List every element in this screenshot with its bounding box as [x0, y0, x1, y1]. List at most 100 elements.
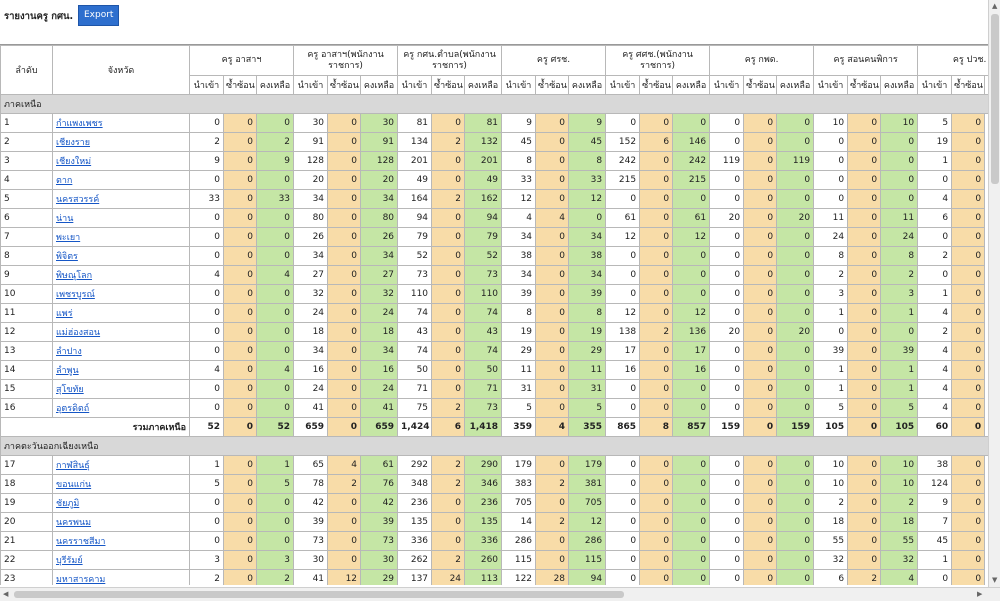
value-cell: 76 — [360, 474, 399, 494]
value-cell: 24 — [360, 303, 399, 323]
value-cell: 0 — [847, 322, 882, 342]
province-link[interactable]: ลำปาง — [56, 347, 82, 357]
value-cell: 124 — [917, 474, 953, 494]
scroll-down-arrow-icon[interactable]: ▼ — [992, 576, 998, 584]
value-cell: 27 — [293, 265, 329, 285]
value-cell: 0 — [223, 531, 257, 551]
province-cell: ขอนแก่น — [52, 474, 190, 494]
value-cell: 179 — [568, 455, 607, 475]
value-cell: 31 — [501, 379, 537, 399]
region-total-label: รวมภาคเหนือ — [0, 417, 190, 437]
value-cell: 0 — [189, 398, 224, 418]
value-cell: 8 — [501, 151, 537, 171]
value-cell: 0 — [672, 265, 711, 285]
value-cell: 0 — [223, 550, 257, 570]
value-cell: 0 — [813, 322, 849, 342]
province-link[interactable]: ตาก — [56, 176, 73, 186]
value-cell: 38 — [917, 455, 953, 475]
value-cell: 20 — [709, 322, 745, 342]
value-cell: 1 — [880, 303, 919, 323]
province-link[interactable]: มหาสารคาม — [56, 575, 106, 585]
province-link[interactable]: พิษณุโลก — [56, 271, 93, 281]
value-cell: 132 — [464, 132, 503, 152]
subheader-duplicate: ซ้ำซ้อน — [847, 75, 882, 95]
vertical-scrollbar[interactable]: ▲ ▼ — [988, 0, 1000, 587]
table-row: 9 พิษณุโลก 4 0 4 27 0 27 73 0 73 34 0 34 0 0 0 0 0 0 2 0 2 0 0 — [0, 265, 989, 285]
province-link[interactable]: บุรีรัมย์ — [56, 556, 83, 566]
province-link[interactable]: เชียงใหม่ — [56, 157, 92, 167]
value-cell: 0 — [709, 189, 745, 209]
value-cell: 110 — [464, 284, 503, 304]
value-cell: 8 — [501, 303, 537, 323]
value-cell: 33 — [189, 189, 224, 209]
value-cell: 0 — [951, 113, 986, 133]
horizontal-scroll-thumb[interactable] — [14, 591, 624, 598]
value-cell: 52 — [464, 246, 503, 266]
value-cell: 34 — [293, 341, 329, 361]
table-row: 5 นครสวรรค์ 33 0 33 34 0 34 164 2 162 12 0 12 0 0 0 0 0 0 0 0… — [0, 189, 989, 209]
value-cell: 0 — [605, 398, 641, 418]
scroll-right-arrow-icon[interactable]: ▶ — [977, 590, 983, 598]
value-cell: 33 — [255, 189, 295, 209]
province-link[interactable]: น่าน — [56, 214, 74, 224]
value-cell: 55 — [813, 531, 849, 551]
value-cell: 0 — [189, 531, 224, 551]
value-cell: 41 — [293, 569, 329, 585]
teacher-report-table: ลำดับ จังหวัด ครู อาสาฯ ครู อาสาฯ(พนักงา… — [0, 45, 988, 585]
value-cell: 0 — [847, 208, 882, 228]
province-link[interactable]: เพชรบูรณ์ — [56, 290, 95, 300]
province-link[interactable]: ชัยภูมิ — [56, 499, 80, 509]
province-link[interactable]: ขอนแก่น — [56, 480, 92, 490]
region-name: ภาคเหนือ — [0, 94, 988, 114]
province-link[interactable]: สุโขทัย — [56, 385, 84, 395]
value-cell: 0 — [709, 360, 745, 380]
province-link[interactable]: กำแพงเพชร — [56, 119, 103, 129]
province-link[interactable]: เชียงราย — [56, 138, 91, 148]
value-cell: 242 — [605, 151, 641, 171]
value-cell: 292 — [397, 455, 433, 475]
value-cell: 32 — [813, 550, 849, 570]
value-cell: 39 — [501, 284, 537, 304]
value-cell: 81 — [464, 113, 503, 133]
value-cell: 1 — [880, 360, 919, 380]
province-link[interactable]: แพร่ — [56, 309, 73, 319]
province-link[interactable]: นครราชสีมา — [56, 537, 106, 547]
value-cell: 0 — [743, 189, 778, 209]
value-cell: 0 — [776, 531, 815, 551]
value-cell: 27 — [360, 265, 399, 285]
province-link[interactable]: นครสวรรค์ — [56, 195, 100, 205]
value-cell: 1 — [255, 455, 295, 475]
horizontal-scrollbar[interactable]: ◀ ▶ — [0, 587, 1000, 601]
province-link[interactable]: นครพนม — [56, 518, 92, 528]
subheader-remaining: คงเหลือ — [776, 75, 815, 95]
value-cell: 128 — [360, 151, 399, 171]
value-cell: 0 — [847, 246, 882, 266]
province-link[interactable]: อุตรดิตถ์ — [56, 404, 90, 414]
value-cell: 0 — [189, 113, 224, 133]
value-cell: 0 — [255, 531, 295, 551]
province-link[interactable]: พะเยา — [56, 233, 81, 243]
export-button[interactable]: Export — [78, 5, 120, 26]
value-cell: 4 — [917, 360, 953, 380]
scroll-left-arrow-icon[interactable]: ◀ — [3, 590, 9, 598]
province-cell: น่าน — [52, 208, 190, 228]
row-number: 23 — [0, 569, 53, 585]
province-link[interactable]: ลำพูน — [56, 366, 79, 376]
value-cell: 32 — [880, 550, 919, 570]
province-link[interactable]: แม่ฮ่องสอน — [56, 328, 101, 338]
value-cell: 12 — [672, 227, 711, 247]
value-cell: 91 — [360, 132, 399, 152]
value-cell: 0 — [223, 360, 257, 380]
value-cell: 61 — [360, 455, 399, 475]
value-cell: 18 — [360, 322, 399, 342]
province-link[interactable]: กาฬสินธุ์ — [56, 461, 90, 471]
value-cell: 0 — [255, 398, 295, 418]
province-link[interactable]: พิจิตร — [56, 252, 78, 262]
value-cell: 1 — [813, 360, 849, 380]
value-cell: 122 — [501, 569, 537, 585]
value-cell: 0 — [847, 170, 882, 190]
province-cell: กาฬสินธุ์ — [52, 455, 190, 475]
vertical-scroll-thumb[interactable] — [991, 14, 999, 184]
value-cell: 42 — [360, 493, 399, 513]
scroll-up-arrow-icon[interactable]: ▲ — [992, 2, 998, 10]
